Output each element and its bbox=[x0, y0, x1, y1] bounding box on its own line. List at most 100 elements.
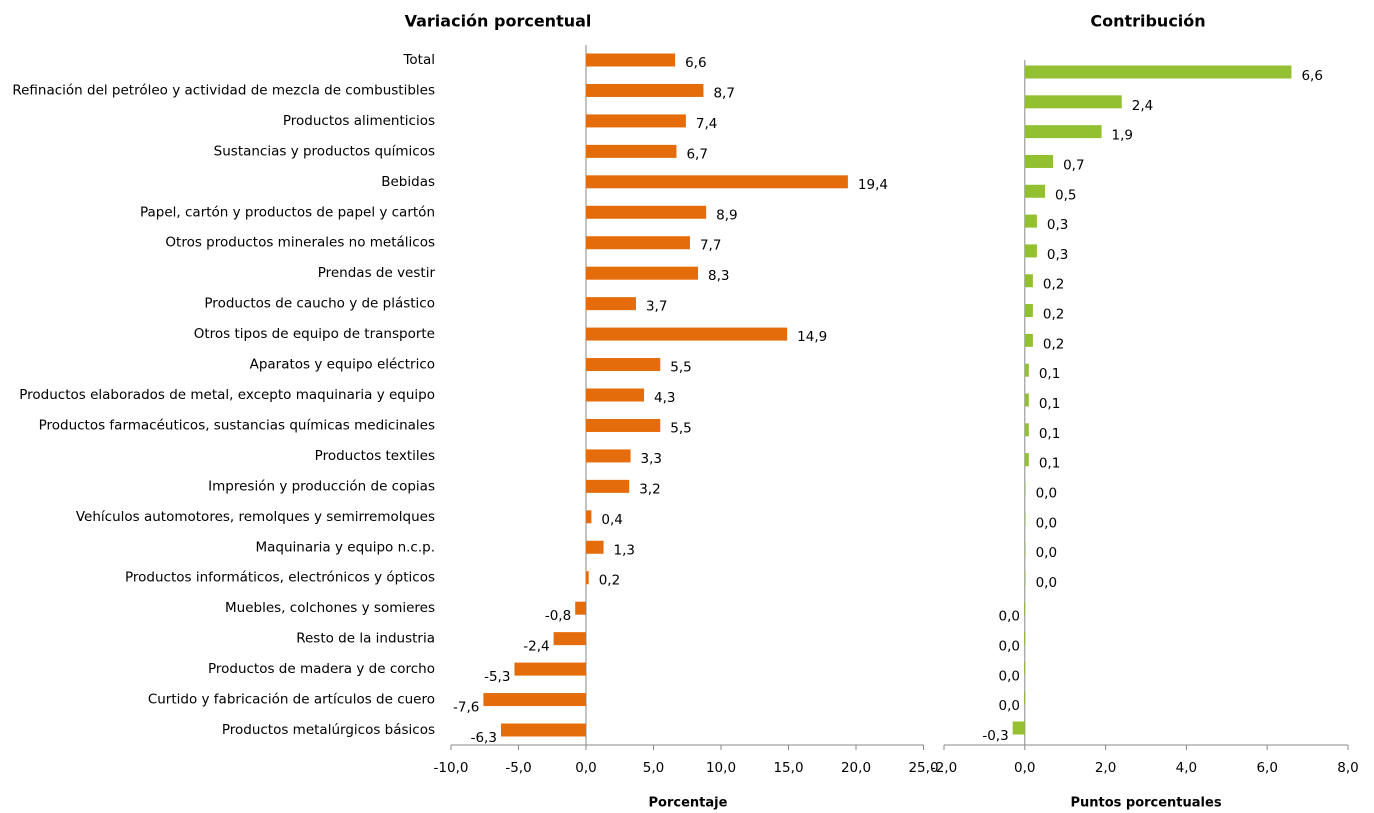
value-label: 0,7 bbox=[1063, 157, 1084, 173]
bar bbox=[1024, 214, 1037, 228]
value-label: -5,3 bbox=[484, 669, 510, 685]
bar bbox=[500, 723, 586, 737]
category-label: Muebles, colchones y somieres bbox=[225, 600, 435, 616]
category-label: Productos de madera y de corcho bbox=[208, 661, 435, 677]
x-tick-label: 4,0 bbox=[1176, 760, 1197, 776]
value-label: 8,3 bbox=[708, 268, 729, 284]
value-label: 4,3 bbox=[654, 390, 675, 406]
x-tick-label: -5,0 bbox=[505, 760, 531, 776]
x-axis-title: Puntos porcentuales bbox=[1070, 796, 1221, 811]
value-label: 0,0 bbox=[999, 639, 1020, 655]
value-label: 0,1 bbox=[1039, 366, 1060, 382]
value-label: 0,5 bbox=[1055, 187, 1076, 203]
value-label: 0,3 bbox=[1047, 247, 1068, 263]
bar bbox=[586, 540, 604, 554]
value-label: 0,2 bbox=[599, 573, 620, 589]
value-label: 0,1 bbox=[1039, 426, 1060, 442]
value-label: 0,2 bbox=[1043, 307, 1064, 323]
category-label: Otros productos minerales no metálicos bbox=[165, 235, 435, 251]
x-tick-label: 6,0 bbox=[1256, 760, 1277, 776]
value-label: 0,0 bbox=[999, 668, 1020, 684]
value-label: 0,0 bbox=[1036, 485, 1057, 501]
category-label: Productos alimenticios bbox=[283, 113, 435, 129]
category-label: Productos informáticos, electrónicos y ó… bbox=[125, 570, 435, 586]
category-label: Productos textiles bbox=[315, 448, 435, 464]
category-label: Productos elaborados de metal, excepto m… bbox=[19, 387, 435, 403]
bar bbox=[586, 510, 592, 524]
bar bbox=[586, 388, 645, 402]
bar bbox=[1024, 65, 1292, 79]
bar bbox=[1024, 125, 1102, 139]
value-label: 5,5 bbox=[670, 360, 691, 376]
bar bbox=[586, 53, 676, 67]
bar bbox=[1024, 333, 1033, 347]
bar bbox=[1024, 423, 1029, 437]
bar bbox=[553, 632, 586, 646]
value-label: 8,7 bbox=[713, 85, 734, 101]
value-label: 19,4 bbox=[858, 177, 888, 193]
value-label: 0,3 bbox=[1047, 217, 1068, 233]
bar bbox=[586, 449, 631, 463]
bar bbox=[1023, 602, 1025, 616]
value-label: 0,0 bbox=[999, 609, 1020, 625]
value-label: 0,4 bbox=[601, 512, 622, 528]
value-label: 0,1 bbox=[1039, 396, 1060, 412]
category-label: Total bbox=[402, 52, 435, 68]
bar bbox=[586, 358, 661, 372]
bar bbox=[1024, 154, 1054, 168]
value-label: 1,3 bbox=[614, 542, 635, 558]
bar bbox=[586, 83, 704, 97]
bar bbox=[1023, 632, 1025, 646]
bar bbox=[586, 114, 686, 128]
value-label: 2,4 bbox=[1132, 98, 1153, 114]
value-label: 0,0 bbox=[1036, 545, 1057, 561]
bar bbox=[586, 175, 848, 189]
category-label: Aparatos y equipo eléctrico bbox=[250, 357, 435, 373]
chart-title: Contribución bbox=[1090, 12, 1205, 31]
x-tick-label: -10,0 bbox=[434, 760, 469, 776]
value-label: -7,6 bbox=[453, 700, 479, 716]
bar bbox=[1024, 244, 1037, 258]
category-label: Sustancias y productos químicos bbox=[214, 143, 435, 159]
value-label: 3,2 bbox=[639, 481, 660, 497]
bar bbox=[1024, 363, 1029, 377]
bar bbox=[1024, 572, 1026, 586]
value-label: -6,3 bbox=[471, 730, 497, 746]
bar bbox=[1024, 512, 1026, 526]
x-tick-label: 8,0 bbox=[1337, 760, 1358, 776]
bar bbox=[586, 571, 589, 585]
bar bbox=[586, 327, 788, 341]
x-tick-label: 2,0 bbox=[1095, 760, 1116, 776]
x-tick-label: 0,0 bbox=[575, 760, 596, 776]
bar bbox=[1024, 542, 1026, 556]
bar bbox=[586, 479, 630, 493]
category-label: Productos de caucho y de plástico bbox=[204, 296, 435, 312]
value-label: 0,0 bbox=[999, 698, 1020, 714]
value-label: 0,2 bbox=[1043, 277, 1064, 293]
value-label: 6,6 bbox=[685, 55, 706, 71]
bar bbox=[1024, 95, 1122, 109]
bar bbox=[575, 601, 586, 615]
bar bbox=[586, 236, 690, 250]
bar bbox=[1024, 304, 1033, 318]
x-tick-label: 25,0 bbox=[908, 760, 938, 776]
bar bbox=[1024, 393, 1029, 407]
bar bbox=[586, 297, 636, 311]
value-label: -2,4 bbox=[523, 639, 549, 655]
value-label: 0,0 bbox=[1036, 575, 1057, 591]
x-tick-label: -2,0 bbox=[931, 760, 957, 776]
x-tick-label: 5,0 bbox=[643, 760, 664, 776]
category-label: Impresión y producción de copias bbox=[208, 478, 435, 494]
value-label: 3,7 bbox=[646, 299, 667, 315]
bar bbox=[483, 693, 586, 707]
category-label: Maquinaria y equipo n.c.p. bbox=[256, 539, 436, 555]
category-label: Vehículos automotores, remolques y semir… bbox=[76, 509, 435, 525]
value-label: 1,9 bbox=[1112, 128, 1133, 144]
category-label: Prendas de vestir bbox=[318, 265, 436, 281]
category-label: Curtido y fabricación de artículos de cu… bbox=[148, 692, 435, 708]
bar bbox=[1023, 691, 1025, 705]
x-axis-title: Porcentaje bbox=[649, 796, 728, 811]
x-tick-label: 10,0 bbox=[706, 760, 736, 776]
bar bbox=[1024, 274, 1033, 288]
